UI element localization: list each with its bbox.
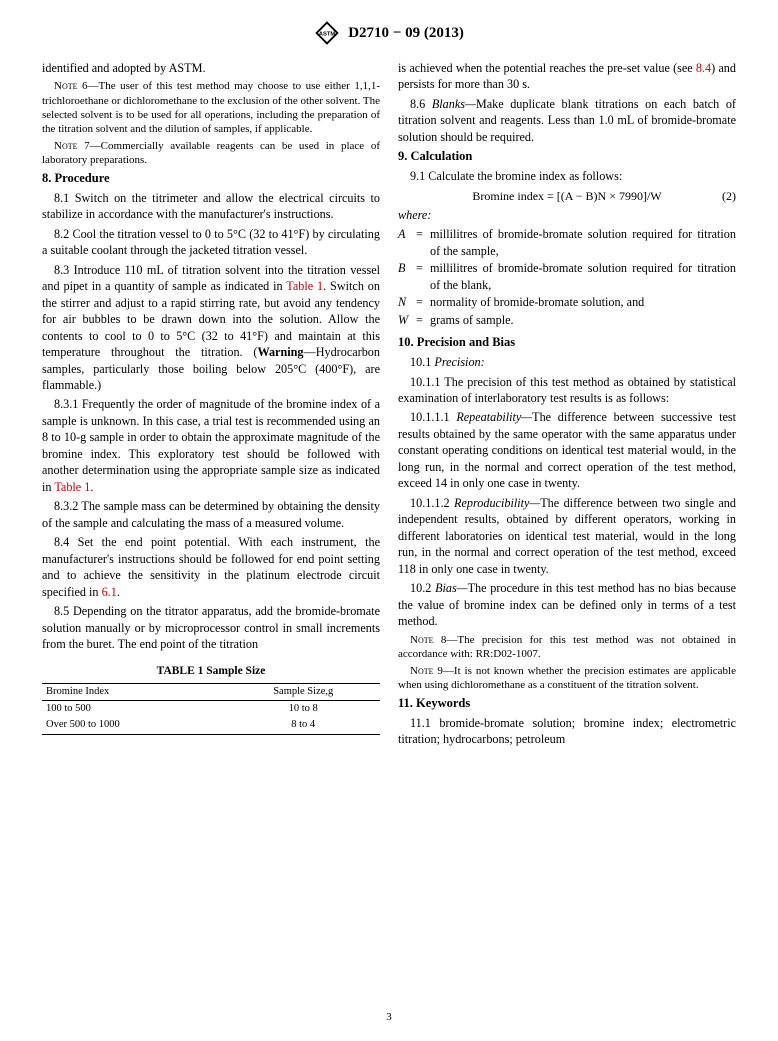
svg-text:ASTM: ASTM xyxy=(319,32,336,38)
where-a-def: millilitres of bromide-bromate solution … xyxy=(430,226,736,259)
where-label: where: xyxy=(398,207,736,223)
para-8-6-num: 8.6 xyxy=(410,97,432,111)
ref-8-4[interactable]: 8.4 xyxy=(696,61,711,75)
note-9: Note 9—It is not known whether the preci… xyxy=(398,664,736,692)
p10-1-1-1-label: Repeatability— xyxy=(456,410,532,424)
para-8-3-1-b: . xyxy=(90,480,93,494)
where-equals-icon: = xyxy=(416,294,430,310)
note-6-label: Note 6— xyxy=(54,80,98,92)
para-8-1: 8.1 Switch on the titrimeter and allow t… xyxy=(42,190,380,223)
where-n-def: normality of bromide-bromate solution, a… xyxy=(430,294,736,310)
where-n-sym: N xyxy=(398,294,416,310)
note-8-label: Note 8— xyxy=(410,634,457,646)
section-10-heading: 10. Precision and Bias xyxy=(398,334,736,351)
note-8: Note 8—The precision for this test metho… xyxy=(398,633,736,661)
table-1-r1c1: 100 to 500 xyxy=(42,701,226,718)
table-1-r2c1: Over 500 to 1000 xyxy=(42,717,226,734)
p10-1-1-1-num: 10.1.1.1 xyxy=(410,410,456,424)
para-10-1-1-2: 10.1.1.2 Reproducibility—The difference … xyxy=(398,495,736,577)
para-9-1: 9.1 Calculate the bromine index as follo… xyxy=(398,168,736,184)
where-b-sym: B xyxy=(398,260,416,276)
where-w-sym: W xyxy=(398,312,416,328)
section-11-heading: 11. Keywords xyxy=(398,695,736,712)
p10-2-num: 10.2 xyxy=(410,581,435,595)
section-9-heading: 9. Calculation xyxy=(398,148,736,165)
table-1-col2-head: Sample Size,g xyxy=(226,683,380,700)
note-7: Note 7—Commercially available reagents c… xyxy=(42,139,380,167)
para-10-1-num: 10.1 xyxy=(410,355,434,369)
para-10-1-label: Precision: xyxy=(434,355,484,369)
where-equals-icon: = xyxy=(416,312,430,328)
table1-ref-b[interactable]: Table 1 xyxy=(54,480,90,494)
where-equals-icon: = xyxy=(416,260,430,276)
where-list: A = millilitres of bromide-bromate solut… xyxy=(398,226,736,328)
warning-label: Warning xyxy=(257,345,303,359)
note-6: Note 6—The user of this test method may … xyxy=(42,79,380,135)
where-w-def: grams of sample. xyxy=(430,312,736,328)
para-8-3: 8.3 Introduce 110 mL of titration solven… xyxy=(42,262,380,394)
page-number: 3 xyxy=(0,1011,778,1023)
section-8-heading: 8. Procedure xyxy=(42,170,380,187)
table1-ref-a[interactable]: Table 1 xyxy=(286,279,323,293)
table-1-title: TABLE 1 Sample Size xyxy=(42,664,380,680)
para-8-2: 8.2 Cool the titration vessel to 0 to 5°… xyxy=(42,226,380,259)
ref-6-1[interactable]: 6.1 xyxy=(102,585,117,599)
content-columns: identified and adopted by ASTM. Note 6—T… xyxy=(42,60,736,748)
where-equals-icon: = xyxy=(416,226,430,242)
para-8-4: 8.4 Set the end point potential. With ea… xyxy=(42,534,380,600)
where-row-n: N = normality of bromide-bromate solutio… xyxy=(398,294,736,310)
p10-1-1-2-num: 10.1.1.2 xyxy=(410,496,454,510)
designation-text: D2710 − 09 (2013) xyxy=(348,25,464,42)
note-9-label: Note 9— xyxy=(410,665,454,677)
para-8-4-b: . xyxy=(117,585,120,599)
p10-1-1-2-label: Reproducibility— xyxy=(454,496,540,510)
table-row: 100 to 500 10 to 8 xyxy=(42,701,380,718)
where-row-b: B = millilitres of bromide-bromate solut… xyxy=(398,260,736,293)
para-8-5: 8.5 Depending on the titrator apparatus,… xyxy=(42,603,380,652)
where-a-sym: A xyxy=(398,226,416,242)
para-8-3-1: 8.3.1 Frequently the order of magnitude … xyxy=(42,396,380,495)
page-header: ASTM D2710 − 09 (2013) xyxy=(42,20,736,46)
para-8-6-label: Blanks— xyxy=(432,97,476,111)
para-8-5-cont: is achieved when the potential reaches t… xyxy=(398,60,736,93)
astm-logo: ASTM xyxy=(314,20,340,46)
table-1-r1c2: 10 to 8 xyxy=(226,701,380,718)
p10-2-label: Bias— xyxy=(435,581,468,595)
para-10-1: 10.1 Precision: xyxy=(398,354,736,370)
equation-number: (2) xyxy=(722,188,736,204)
para-8-4-a: 8.4 Set the end point potential. With ea… xyxy=(42,535,380,598)
para-10-1-1-1: 10.1.1.1 Repeatability—The difference be… xyxy=(398,409,736,491)
para-8-6: 8.6 Blanks—Make duplicate blank titratio… xyxy=(398,96,736,145)
table-1-wrapper: TABLE 1 Sample Size Bromine Index Sample… xyxy=(42,664,380,734)
table-1: Bromine Index Sample Size,g 100 to 500 1… xyxy=(42,683,380,735)
where-row-w: W = grams of sample. xyxy=(398,312,736,328)
para-10-1-1: 10.1.1 The precision of this test method… xyxy=(398,374,736,407)
table-1-r2c2: 8 to 4 xyxy=(226,717,380,734)
para-8-3-2: 8.3.2 The sample mass can be determined … xyxy=(42,498,380,531)
page-container: ASTM D2710 − 09 (2013) identified and ad… xyxy=(0,0,778,1041)
where-row-a: A = millilitres of bromide-bromate solut… xyxy=(398,226,736,259)
table-1-col1-head: Bromine Index xyxy=(42,683,226,700)
para-8-5-cont-a: is achieved when the potential reaches t… xyxy=(398,61,696,75)
note-7-label: Note 7— xyxy=(54,140,101,152)
intro-line: identified and adopted by ASTM. xyxy=(42,60,380,76)
equation-text: Bromine index = [(A − B)N × 7990]/W xyxy=(472,189,661,203)
para-10-2: 10.2 Bias—The procedure in this test met… xyxy=(398,580,736,629)
where-b-def: millilitres of bromide-bromate solution … xyxy=(430,260,736,293)
equation-2: Bromine index = [(A − B)N × 7990]/W (2) xyxy=(398,188,736,204)
table-row: Over 500 to 1000 8 to 4 xyxy=(42,717,380,734)
para-11-1: 11.1 bromide-bromate solution; bromine i… xyxy=(398,715,736,748)
